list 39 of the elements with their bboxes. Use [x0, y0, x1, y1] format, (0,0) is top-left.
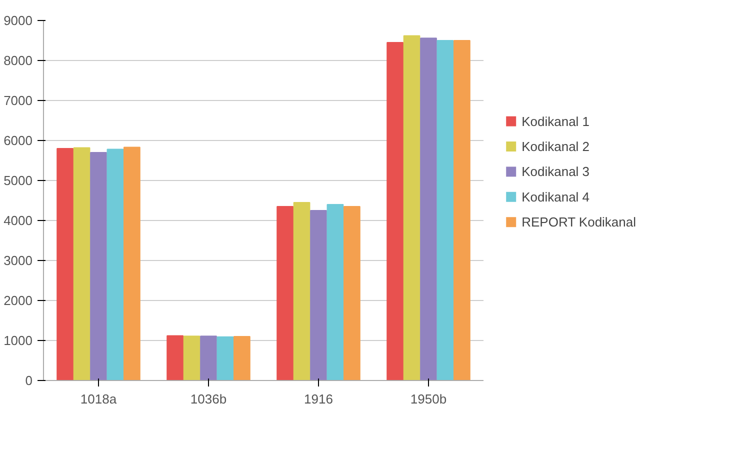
bar: [124, 146, 140, 380]
y-tick-label: 7000: [4, 93, 32, 108]
bar: [454, 40, 470, 380]
y-tick-label: 0: [25, 373, 33, 388]
bar: [234, 336, 250, 380]
bar: [73, 147, 90, 380]
bar: [310, 210, 327, 380]
legend-label: Kodikanal 1: [522, 114, 590, 129]
y-tick-label: 1000: [4, 333, 32, 348]
bar: [106, 148, 124, 380]
y-tick-label: 3000: [4, 253, 32, 268]
bar: [403, 35, 420, 380]
y-tick-label: 2000: [4, 293, 32, 308]
legend-label: Kodikanal 4: [522, 189, 590, 204]
y-tick-label: 8000: [4, 53, 32, 68]
bar: [166, 335, 184, 380]
bar: [183, 336, 200, 380]
bar: [326, 204, 344, 380]
bar: [276, 206, 294, 380]
x-tick-label: 1036b: [190, 392, 227, 406]
bar: [436, 40, 454, 380]
y-tick-label: 5000: [4, 173, 32, 188]
legend-label: Kodikanal 3: [522, 164, 590, 180]
bar: [344, 206, 360, 380]
bar: [386, 42, 404, 380]
bar: [293, 202, 310, 380]
bar: [420, 38, 437, 380]
y-tick-label: 9000: [4, 13, 32, 28]
bar: [56, 148, 74, 380]
x-tick-label: 1018a: [80, 392, 118, 406]
bar: [216, 336, 234, 380]
bar: [200, 336, 217, 380]
legend-label: Kodikanal 2: [522, 139, 590, 154]
legend-label: REPORT Kodikanal: [522, 214, 636, 230]
bar: [90, 152, 107, 380]
x-tick-label: 1950b: [410, 392, 447, 406]
y-tick-label: 4000: [4, 213, 32, 228]
x-tick-label: 1916: [304, 392, 333, 406]
y-tick-label: 6000: [4, 133, 32, 148]
